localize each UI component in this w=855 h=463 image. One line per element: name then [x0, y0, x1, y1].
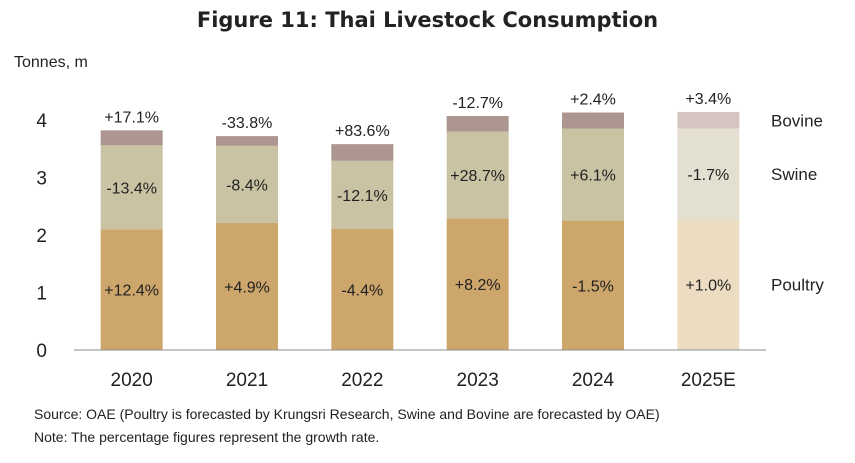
data-label-poultry: +12.4%: [104, 283, 159, 300]
bar-segment-swine-2022: [331, 160, 394, 229]
y-tick-label: 1: [36, 284, 47, 305]
y-tick-label: 2: [36, 226, 47, 247]
data-label-poultry: -1.5%: [572, 278, 614, 295]
data-label-bovine: -12.7%: [452, 95, 503, 112]
bar-segment-bovine-2020: [100, 130, 163, 146]
x-tick-label: 2023: [457, 370, 499, 391]
data-label-bovine: +83.6%: [335, 123, 390, 140]
data-label-swine: +6.1%: [570, 168, 616, 185]
legend-item-poultry: Poultry: [771, 275, 824, 294]
data-label-bovine: +2.4%: [570, 92, 616, 109]
bar-segment-swine-2023: [446, 131, 509, 219]
legend-item-bovine: Bovine: [771, 111, 823, 130]
x-tick-label: 2024: [572, 370, 615, 391]
data-label-poultry: -4.4%: [341, 282, 383, 299]
bar-segment-poultry-2020: [100, 229, 163, 350]
data-label-swine: -12.1%: [337, 188, 388, 205]
footnote: Note: The percentage figures represent t…: [34, 429, 380, 445]
y-axis-label: Tonnes, m: [14, 54, 88, 71]
data-label-swine: +28.7%: [450, 168, 505, 185]
x-tick-label: 2021: [226, 370, 268, 391]
data-label-poultry: +8.2%: [455, 277, 501, 294]
bar-segment-swine-2021: [216, 145, 278, 223]
bar-segment-bovine-2023: [446, 115, 509, 132]
y-tick-label: 3: [36, 169, 47, 190]
legend: Poultry Swine Bovine: [771, 111, 824, 294]
bar-segment-poultry-2022: [331, 228, 394, 350]
data-label-swine: -8.4%: [226, 177, 268, 194]
bars: +12.4% -13.4% +17.1% +4.9% -8.4% -33.8% -4.4% -…: [100, 91, 740, 350]
data-label-poultry: +1.0%: [685, 277, 731, 294]
bar-segment-swine-2020: [100, 145, 163, 230]
data-label-bovine: +3.4%: [685, 91, 731, 108]
source-note: Source: OAE (Poultry is forecasted by Kr…: [34, 406, 660, 422]
bar-segment-bovine-2024: [562, 112, 624, 129]
bar-segment-bovine-2022: [331, 144, 394, 161]
legend-item-swine: Swine: [771, 165, 817, 184]
bar-segment-swine-2024: [562, 128, 624, 221]
data-label-bovine: -33.8%: [222, 115, 273, 132]
bar-segment-bovine-2025e: [677, 111, 740, 129]
data-label-bovine: +17.1%: [104, 109, 159, 126]
data-label-swine: -13.4%: [106, 180, 157, 197]
x-tick-label: 2020: [111, 370, 153, 391]
bar-segment-bovine-2021: [216, 136, 278, 146]
bar-segment-poultry-2021: [216, 222, 278, 350]
bar-segment-poultry-2025e: [677, 218, 740, 350]
bar-segment-poultry-2024: [562, 220, 624, 350]
y-axis-ticks: 0 1 2 3 4: [36, 111, 47, 362]
bar-segment-swine-2025e: [677, 128, 740, 219]
x-axis-ticks: 2020 2021 2022 2023 2024 2025E: [111, 370, 736, 391]
chart-title: Figure 11: Thai Livestock Consumption: [196, 8, 659, 32]
data-label-swine: -1.7%: [687, 167, 729, 184]
x-tick-label: 2025E: [681, 370, 736, 391]
x-tick-label: 2022: [341, 370, 383, 391]
y-tick-label: 4: [36, 111, 47, 132]
data-label-poultry: +4.9%: [224, 279, 270, 296]
y-tick-label: 0: [36, 341, 47, 362]
bar-segment-poultry-2023: [446, 218, 509, 350]
